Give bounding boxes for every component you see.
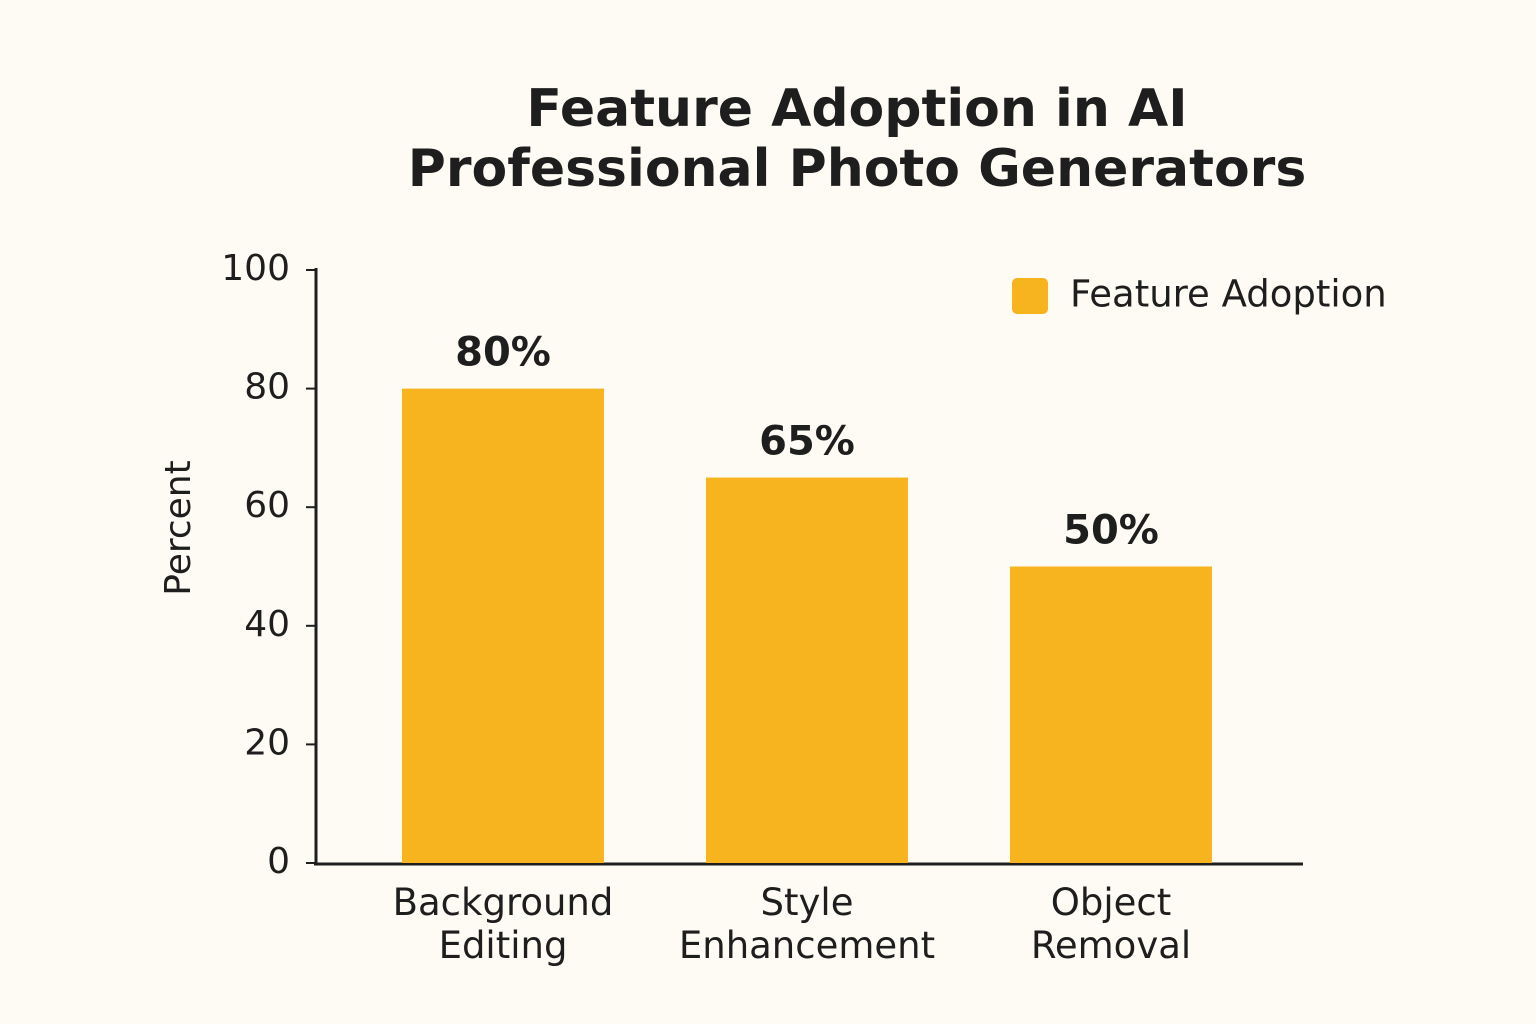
y-tick-label: 0	[267, 841, 290, 882]
y-tick-label: 60	[244, 485, 290, 526]
bar	[706, 477, 908, 863]
bar	[1010, 566, 1212, 863]
legend-swatch	[1012, 278, 1048, 314]
y-axis-label: Percent	[158, 460, 199, 595]
y-tick-label: 100	[221, 248, 290, 289]
x-tick-label: Style Enhancement	[678, 881, 936, 967]
x-tick-label: Background Editing	[392, 881, 614, 967]
data-label: 50%	[1063, 508, 1159, 554]
bar	[402, 388, 604, 863]
data-label: 65%	[759, 419, 855, 465]
y-tick-label: 20	[244, 722, 290, 763]
x-tick-label: Object Removal	[1030, 881, 1192, 967]
legend-label: Feature Adoption	[1070, 273, 1387, 316]
chart-title: Feature Adoption in AI Professional Phot…	[407, 79, 1307, 199]
y-tick-label: 40	[244, 604, 290, 645]
y-tick-label: 80	[244, 367, 290, 408]
data-label: 80%	[455, 330, 551, 376]
